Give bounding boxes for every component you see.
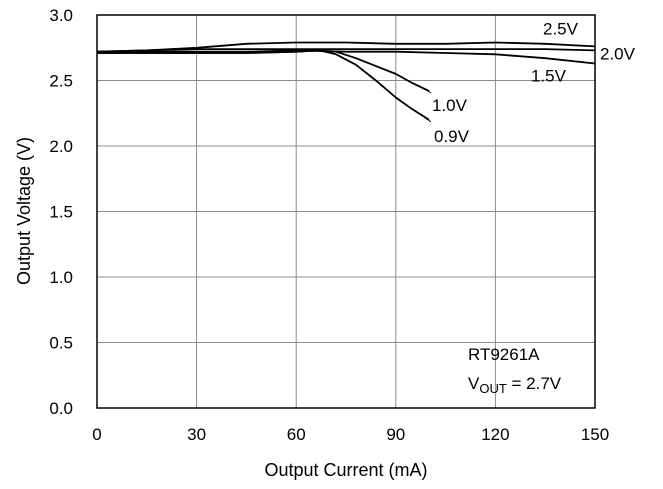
x-axis-title: Output Current (mA) <box>264 460 427 480</box>
curve-label-1p5v: 1.5V <box>531 66 567 85</box>
curve-label-2p0v: 2.0V <box>600 44 636 63</box>
curve-label-leader <box>424 88 432 94</box>
y-tick-label: 3.0 <box>49 6 73 25</box>
curve-label-1p0v: 1.0V <box>432 96 468 115</box>
y-tick-label: 2.5 <box>49 72 73 91</box>
series-line-2p0v <box>96 48 596 53</box>
y-tick-label: 1.5 <box>49 203 73 222</box>
y-tick-label: 2.0 <box>49 137 73 156</box>
curve-label-0p9v: 0.9V <box>434 127 470 146</box>
annotation-vout: VOUT = 2.7V <box>468 374 562 396</box>
y-axis-title: Output Voltage (V) <box>14 137 34 285</box>
annotation-vout-rest: = 2.7V <box>507 374 562 393</box>
annotation-model: RT9261A <box>468 345 540 364</box>
x-tick-label: 0 <box>92 425 101 444</box>
series-line-0p9v <box>97 49 430 121</box>
series-line-1p5v <box>97 49 596 65</box>
x-tick-label: 30 <box>187 425 206 444</box>
x-tick-label: 60 <box>287 425 306 444</box>
curve-labels: 2.5V 2.0V 1.5V 1.0V 0.9V <box>424 19 636 146</box>
x-tick-label: 120 <box>481 425 509 444</box>
y-tick-label: 0.5 <box>49 334 73 353</box>
grid-lines <box>97 15 595 408</box>
x-tick-label: 90 <box>386 425 405 444</box>
y-tick-label: 1.0 <box>49 268 73 287</box>
annotation-vout-main: V <box>468 374 480 393</box>
annotation-vout-sub: OUT <box>479 381 507 396</box>
y-tick-label: 0.0 <box>49 399 73 418</box>
axis-ticks: 0 30 60 90 120 150 0.0 0.5 1.0 1.5 2.0 2.5 3.0 <box>49 6 609 444</box>
curve-label-2p5v: 2.5V <box>543 19 579 38</box>
plot-frame <box>96 14 596 409</box>
series-lines <box>96 41 596 121</box>
curve-label-leader <box>424 117 432 123</box>
x-tick-label: 150 <box>581 425 609 444</box>
